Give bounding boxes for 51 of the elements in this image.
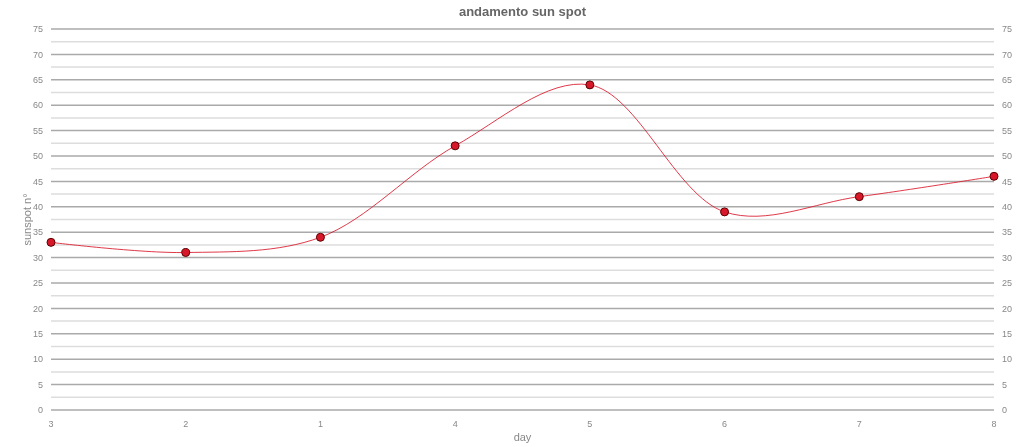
y-tick-label: 10 <box>32 354 43 365</box>
y-axis-title: sunspot n° <box>21 193 33 246</box>
point <box>450 141 460 151</box>
x-tick-label: 4 <box>452 419 458 429</box>
y2-tick-label: 30 <box>1002 252 1013 263</box>
y2-tick-label: 35 <box>1002 227 1013 238</box>
y2-tick-label: 40 <box>1002 201 1013 212</box>
y2-tick-label: 20 <box>1002 303 1013 314</box>
y-tick-label: 5 <box>37 379 43 390</box>
y-tick-label: 0 <box>37 405 43 416</box>
y2-tick-label: 45 <box>1002 176 1013 187</box>
point <box>315 232 325 242</box>
y-tick-label: 60 <box>32 100 43 111</box>
y2-tick-label: 75 <box>1002 24 1013 35</box>
x-axis-title: day <box>513 431 532 443</box>
y-tick-label: 35 <box>32 227 43 238</box>
chart-title: andamento sun spot <box>458 4 587 19</box>
x-tick-label: 8 <box>991 419 997 429</box>
y-tick-label: 20 <box>32 303 43 314</box>
point <box>46 237 56 247</box>
y-tick-label: 15 <box>32 328 43 339</box>
y-tick-label: 40 <box>32 201 43 212</box>
y2-tick-label: 5 <box>1002 379 1008 390</box>
y-tick-label: 45 <box>32 176 43 187</box>
point <box>181 248 191 258</box>
x-tick-label: 3 <box>48 419 54 429</box>
y2-tick-label: 10 <box>1002 354 1013 365</box>
y2-tick-label: 70 <box>1002 49 1013 60</box>
x-tick-label: 7 <box>856 419 862 429</box>
y2-tick-label: 25 <box>1002 278 1013 289</box>
y2-tick-label: 50 <box>1002 151 1013 162</box>
y-tick-label: 50 <box>32 151 43 162</box>
y-tick-label: 70 <box>32 49 43 60</box>
y-tick-label: 75 <box>32 24 43 35</box>
x-tick-label: 2 <box>183 419 189 429</box>
y-tick-label: 30 <box>32 252 43 263</box>
x-tick-label: 6 <box>722 419 728 429</box>
x-tick-label: 1 <box>317 419 323 429</box>
y-tick-label: 55 <box>32 125 43 136</box>
point <box>854 192 864 202</box>
y2-tick-label: 55 <box>1002 125 1013 136</box>
point <box>585 80 595 90</box>
y2-tick-label: 0 <box>1002 405 1008 416</box>
x-tick-label: 5 <box>587 419 593 429</box>
y2-tick-label: 65 <box>1002 74 1013 85</box>
point <box>720 207 730 217</box>
y-tick-label: 25 <box>32 278 43 289</box>
y2-tick-label: 60 <box>1002 100 1013 111</box>
point <box>989 171 999 181</box>
y2-tick-label: 15 <box>1002 328 1013 339</box>
y-tick-label: 65 <box>32 74 43 85</box>
